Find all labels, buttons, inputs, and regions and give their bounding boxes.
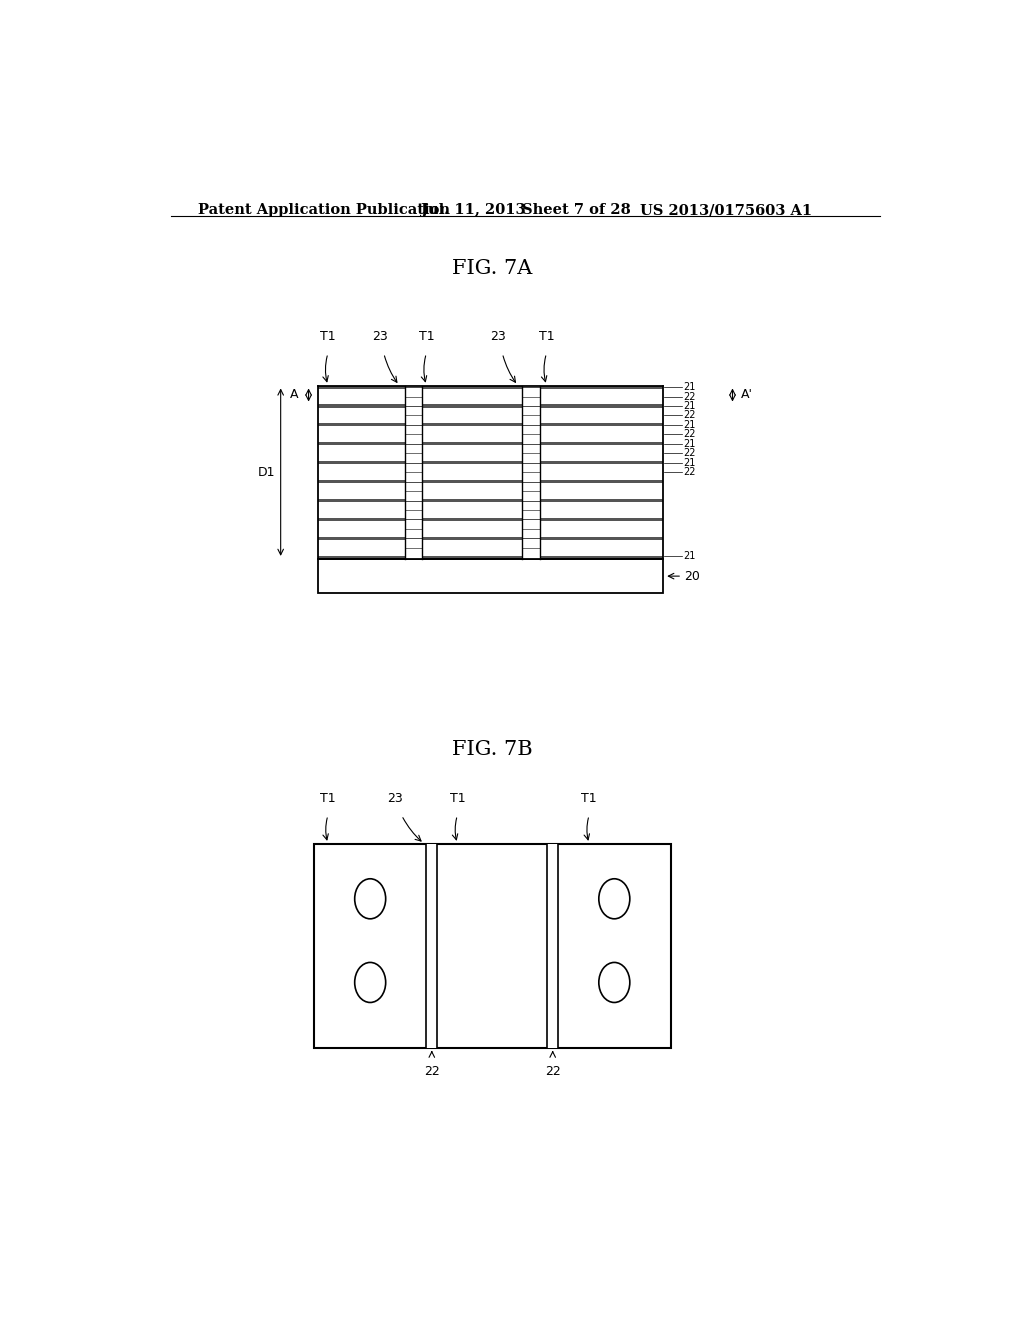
Bar [317,461,663,465]
Text: A: A [291,388,299,401]
Text: T1: T1 [539,330,554,343]
Bar [317,556,663,558]
Text: 21: 21 [684,458,696,467]
Bar [317,442,663,445]
Text: 22: 22 [684,467,696,477]
Bar [317,499,663,502]
Text: FIG. 7B: FIG. 7B [452,739,532,759]
Text: 22: 22 [684,449,696,458]
Bar [317,465,663,480]
Bar [317,483,663,499]
Bar [317,424,663,426]
Bar [314,843,671,1048]
Bar [317,445,663,461]
Text: 21: 21 [684,401,696,411]
Text: 21: 21 [684,381,696,392]
Text: 23: 23 [490,330,506,343]
Text: 23: 23 [387,792,403,805]
Text: T1: T1 [321,792,336,805]
Text: 21: 21 [684,552,696,561]
Bar [317,502,663,517]
Text: FIG. 7A: FIG. 7A [452,259,532,277]
Text: T1: T1 [321,330,336,343]
Bar [317,517,663,521]
Text: 22: 22 [424,1065,439,1077]
Text: 21: 21 [684,420,696,430]
Text: T1: T1 [582,792,597,805]
Bar [317,521,663,537]
Text: A': A' [740,388,753,401]
Text: T1: T1 [450,792,465,805]
Text: Jul. 11, 2013: Jul. 11, 2013 [421,203,525,216]
Text: T1: T1 [419,330,434,343]
Text: Sheet 7 of 28: Sheet 7 of 28 [521,203,631,216]
Bar [317,404,663,408]
Text: Patent Application Publication: Patent Application Publication [198,203,450,216]
Text: 22: 22 [684,392,696,401]
Text: 22: 22 [545,1065,560,1077]
Bar [522,385,540,558]
Text: D1: D1 [258,466,275,479]
Bar [317,385,663,388]
Bar [317,540,663,556]
Bar [317,408,663,424]
Bar [317,388,663,404]
Text: 22: 22 [684,429,696,440]
Text: 22: 22 [684,411,696,421]
Text: 23: 23 [372,330,388,343]
Text: 21: 21 [684,438,696,449]
Bar [317,480,663,483]
Bar [317,537,663,540]
Bar [426,843,437,1048]
Text: US 2013/0175603 A1: US 2013/0175603 A1 [640,203,812,216]
Bar [317,558,663,594]
Bar [547,843,558,1048]
Text: 20: 20 [684,570,699,582]
Bar [317,426,663,442]
Bar [317,385,663,558]
Bar [404,385,422,558]
